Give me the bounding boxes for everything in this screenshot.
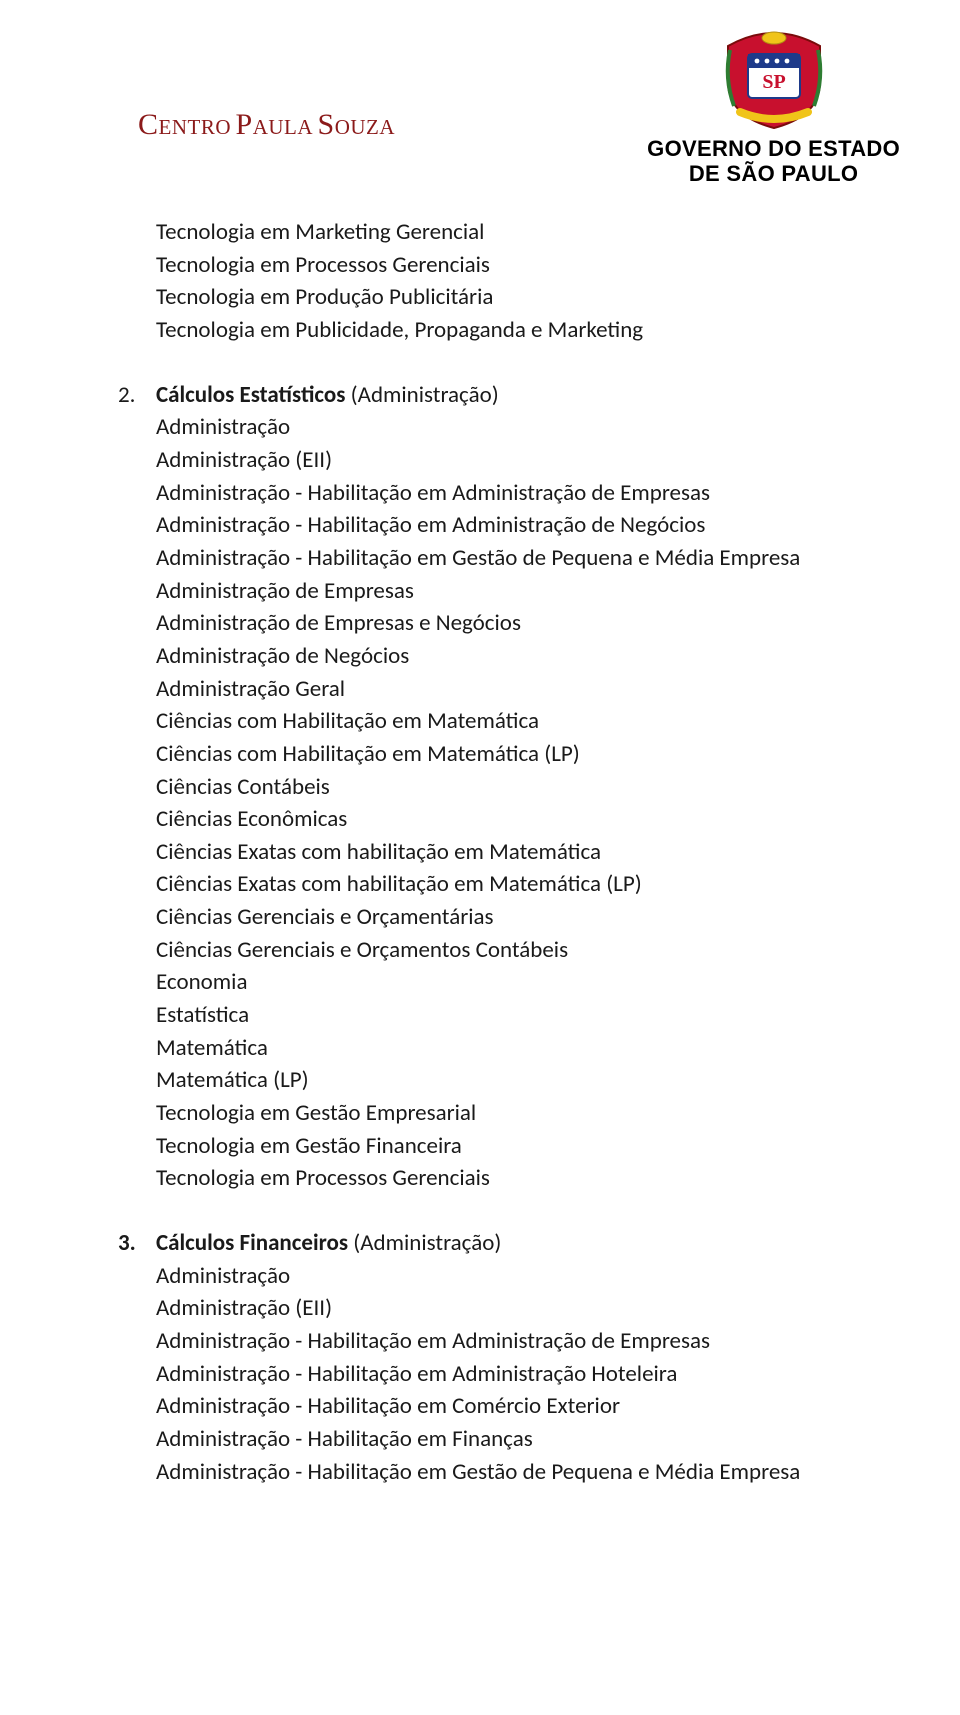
logo-word-2: Paula: [236, 108, 314, 141]
list-item: Administração Geral: [156, 673, 842, 706]
list-item: Administração - Habilitação em Gestão de…: [156, 542, 842, 575]
section-2-number: 2.: [118, 379, 156, 1195]
gov-text-line1: GOVERNO DO ESTADO: [647, 136, 900, 161]
document-body: Tecnologia em Marketing Gerencial Tecnol…: [0, 216, 960, 1488]
list-item: Administração de Negócios: [156, 640, 842, 673]
list-item: Tecnologia em Processos Gerenciais: [156, 1162, 842, 1195]
section-2-title: Cálculos Estatísticos: [156, 381, 345, 409]
intro-line: Tecnologia em Marketing Gerencial: [156, 216, 842, 249]
list-item: Estatística: [156, 999, 842, 1032]
list-item: Tecnologia em Gestão Financeira: [156, 1130, 842, 1163]
svg-text:SP: SP: [762, 71, 785, 93]
list-item: Administração - Habilitação em Administr…: [156, 509, 842, 542]
section-2: 2. Cálculos Estatísticos (Administração)…: [118, 379, 842, 1195]
section-3: 3. Cálculos Financeiros (Administração) …: [118, 1227, 842, 1488]
list-item: Administração de Empresas e Negócios: [156, 607, 842, 640]
section-2-suffix: (Administração): [345, 381, 498, 409]
list-item: Administração (EII): [156, 1292, 842, 1325]
logo-word-1: Centro: [138, 108, 231, 141]
section-3-title: Cálculos Financeiros: [156, 1229, 348, 1257]
list-item: Ciências com Habilitação em Matemática (…: [156, 738, 842, 771]
list-item: Tecnologia em Gestão Empresarial: [156, 1097, 842, 1130]
list-item: Administração (EII): [156, 444, 842, 477]
state-crest-icon: SP: [710, 26, 838, 130]
list-item: Administração - Habilitação em Gestão de…: [156, 1456, 842, 1489]
section-2-items: Administração Administração (EII) Admini…: [156, 411, 842, 1195]
list-item: Administração - Habilitação em Comércio …: [156, 1390, 842, 1423]
intro-line: Tecnologia em Processos Gerenciais: [156, 249, 842, 282]
list-item: Ciências com Habilitação em Matemática: [156, 705, 842, 738]
list-item: Ciências Gerenciais e Orçamentos Contábe…: [156, 934, 842, 967]
list-item: Ciências Exatas com habilitação em Matem…: [156, 868, 842, 901]
intro-lines: Tecnologia em Marketing Gerencial Tecnol…: [156, 216, 842, 347]
list-item: Ciências Exatas com habilitação em Matem…: [156, 836, 842, 869]
list-item: Administração - Habilitação em Finanças: [156, 1423, 842, 1456]
page-header: Centro Paula Souza SP GOVERNO DO ESTADO …: [0, 0, 960, 200]
intro-line: Tecnologia em Publicidade, Propaganda e …: [156, 314, 842, 347]
intro-indent: [118, 216, 156, 347]
list-item: Ciências Gerenciais e Orçamentárias: [156, 901, 842, 934]
list-item: Administração de Empresas: [156, 575, 842, 608]
intro-line: Tecnologia em Produção Publicitária: [156, 281, 842, 314]
gov-logo-right: SP GOVERNO DO ESTADO DE SÃO PAULO: [647, 26, 900, 187]
list-item: Matemática: [156, 1032, 842, 1065]
org-logo-left: Centro Paula Souza: [138, 108, 395, 142]
list-item: Administração - Habilitação em Administr…: [156, 1325, 842, 1358]
list-item: Administração - Habilitação em Administr…: [156, 1358, 842, 1391]
list-item: Administração: [156, 411, 842, 444]
section-3-suffix: (Administração): [348, 1229, 501, 1257]
list-item: Economia: [156, 966, 842, 999]
section-3-items: Administração Administração (EII) Admini…: [156, 1260, 842, 1489]
list-item: Ciências Econômicas: [156, 803, 842, 836]
section-3-number: 3.: [118, 1227, 156, 1488]
list-item: Matemática (LP): [156, 1064, 842, 1097]
logo-word-3: Souza: [318, 108, 396, 141]
list-item: Ciências Contábeis: [156, 771, 842, 804]
gov-text-line2: DE SÃO PAULO: [647, 161, 900, 186]
list-item: Administração - Habilitação em Administr…: [156, 477, 842, 510]
list-item: Administração: [156, 1260, 842, 1293]
